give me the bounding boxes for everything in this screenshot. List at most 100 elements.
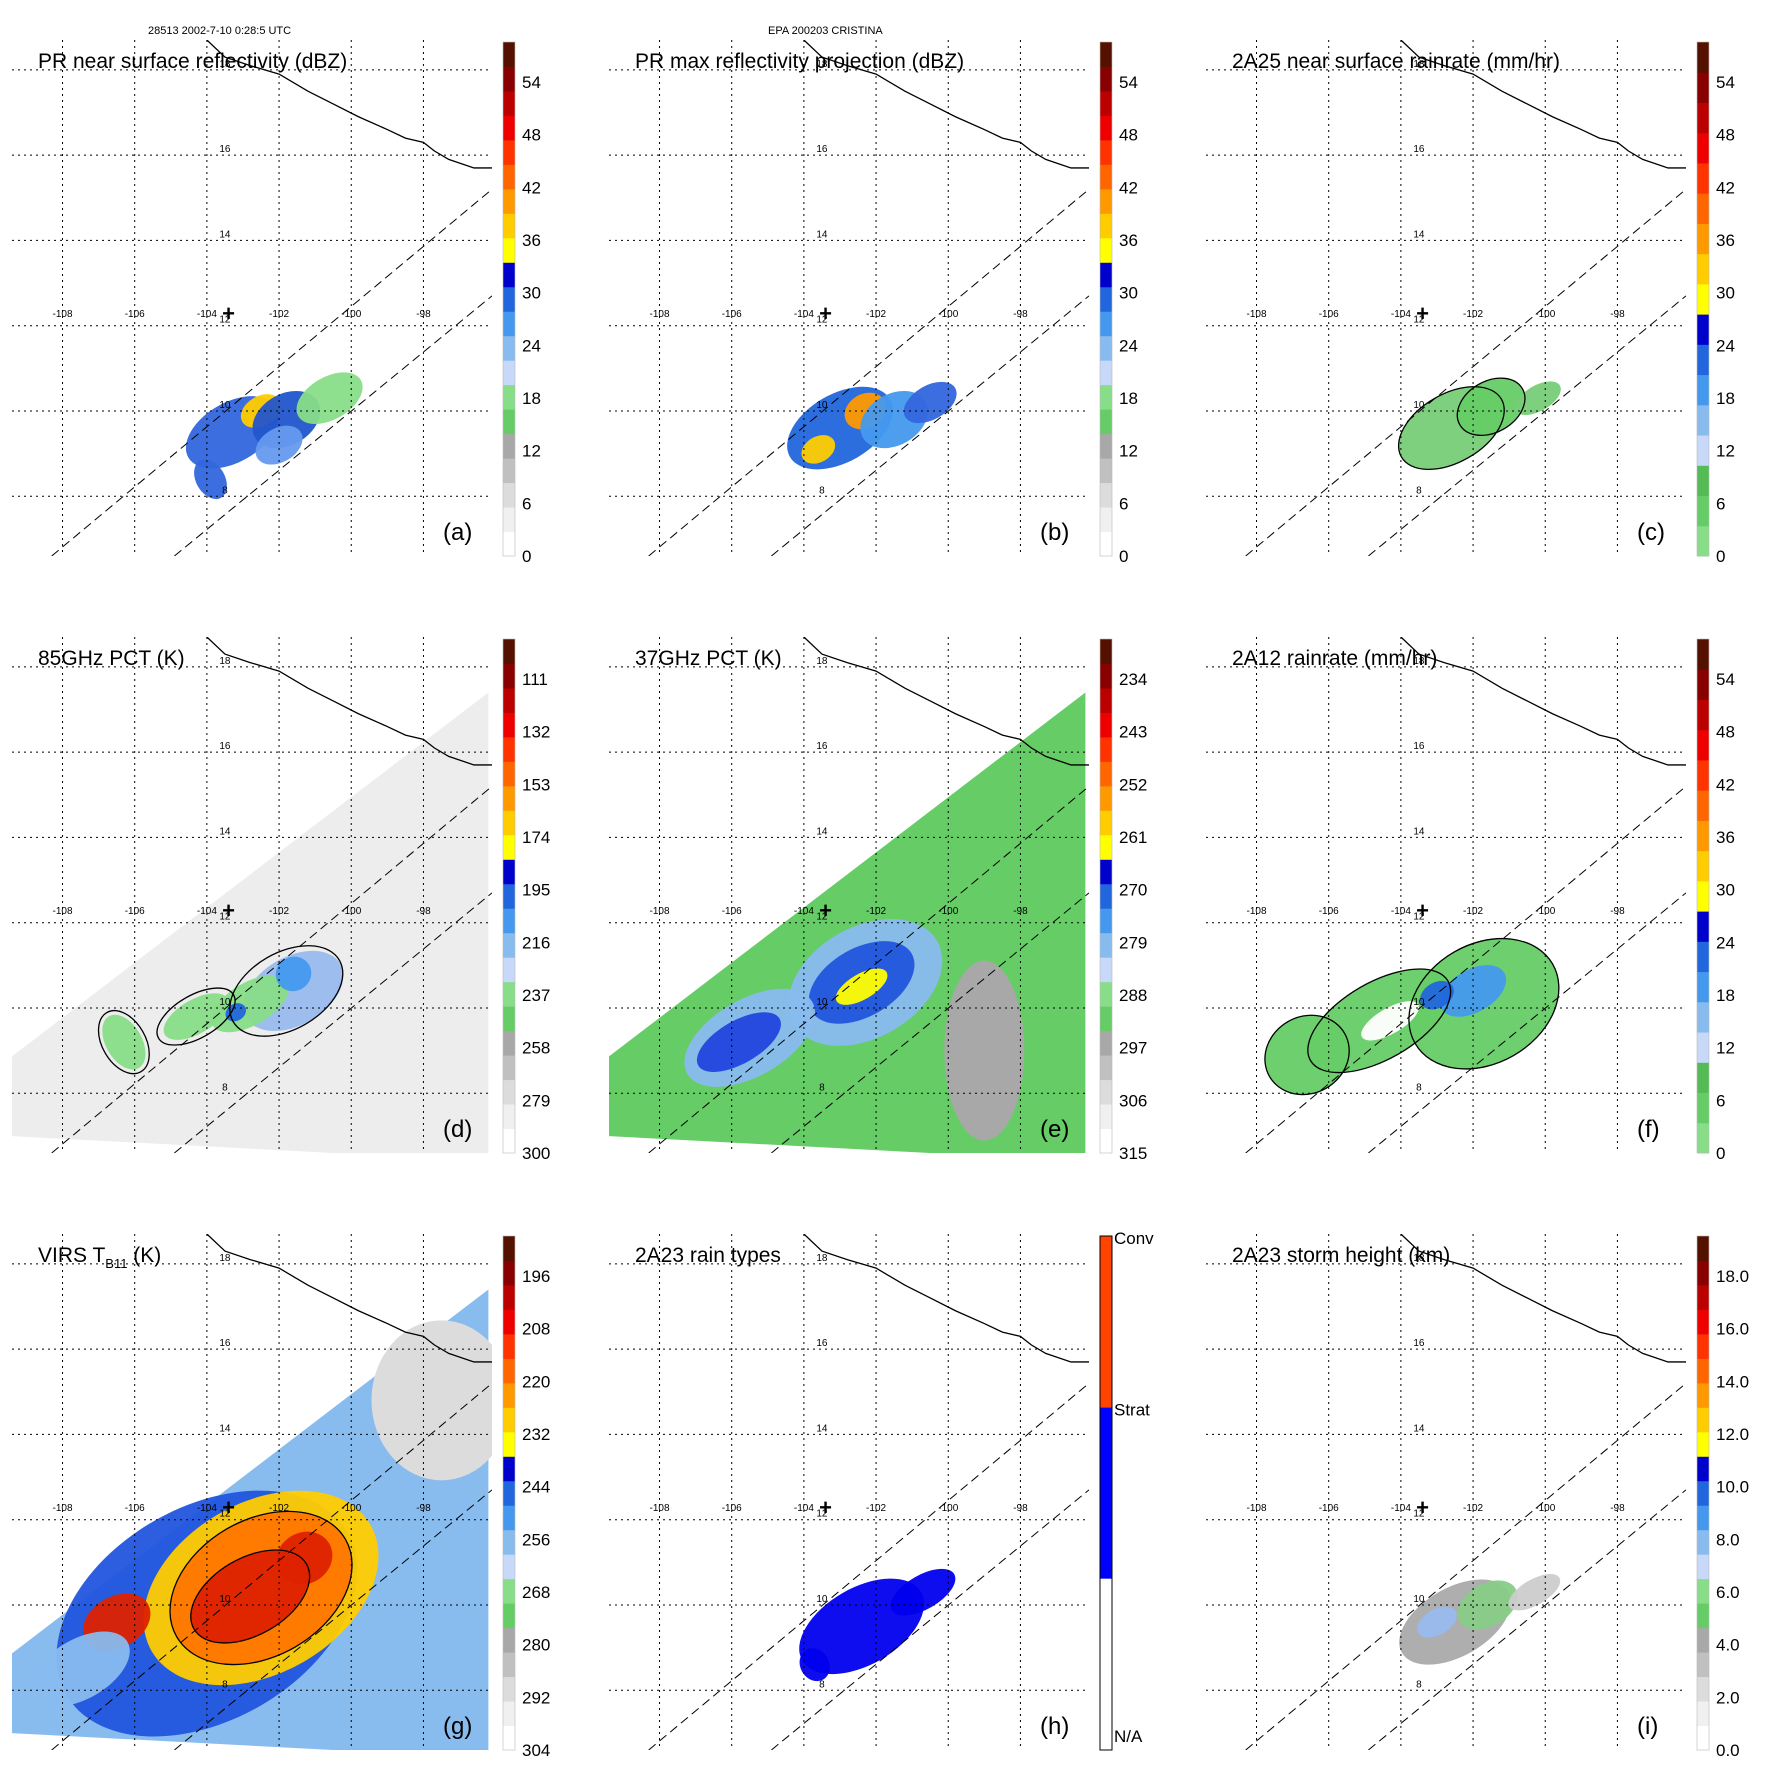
coastline	[1400, 637, 1686, 766]
panel-letter-label: (h)	[1040, 1713, 1069, 1740]
panel-title: 2A25 near surface rainrate (mm/hr)	[1232, 50, 1560, 73]
lon-tick-label: -102	[269, 1503, 289, 1514]
storm-center-marker: +	[222, 898, 235, 923]
colorbar-tick-label: 0	[1716, 1144, 1725, 1163]
colorbar-swatch	[503, 932, 515, 958]
contour-line	[1264, 1014, 1350, 1096]
lat-tick-label: 18	[816, 1253, 828, 1264]
colorbar-tick-label: 6	[1716, 1091, 1725, 1110]
lat-tick-label: 14	[816, 229, 828, 240]
colorbar-swatch	[503, 507, 515, 533]
storm-center-marker: +	[222, 301, 235, 326]
lat-tick-label: 14	[219, 1423, 231, 1434]
panel-letter-label: (c)	[1637, 519, 1665, 546]
lat-tick-label: 12	[1413, 315, 1425, 326]
colorbar-swatch	[1697, 1260, 1709, 1286]
panel-title-subscript: B11	[105, 1256, 127, 1271]
colorbar-swatch	[1100, 1236, 1112, 1408]
panel-title-text: 37GHz PCT (K)	[635, 647, 782, 670]
lon-tick-label: -106	[722, 309, 742, 320]
panel-title: 2A12 rainrate (mm/hr)	[1232, 647, 1437, 670]
colorbar-swatch	[1697, 820, 1709, 852]
colorbar-swatch	[1697, 1122, 1709, 1154]
storm-center-marker: +	[819, 898, 832, 923]
lon-tick-label: -108	[1247, 906, 1267, 917]
colorbar-swatch	[1100, 433, 1112, 459]
panel-title: PR max reflectivity projection (dBZ)	[635, 50, 964, 73]
lat-tick-label: 12	[816, 315, 828, 326]
colorbar: 0 6 12 18 24 30 36 42 48 54	[1696, 41, 1735, 566]
colorbar-swatch	[1697, 669, 1709, 700]
colorbar-swatch	[503, 908, 515, 934]
data-blob	[801, 435, 836, 464]
lat-tick-label: 18	[816, 59, 828, 70]
colorbar-tick-label: 18.0	[1716, 1267, 1749, 1286]
lat-tick-label: 14	[816, 1423, 828, 1434]
colorbar-tick-label: 18	[1716, 986, 1735, 1005]
colorbar-swatch	[1100, 834, 1112, 860]
colorbar-swatch	[503, 1128, 515, 1154]
colorbar-swatch	[503, 1701, 515, 1727]
lon-tick-label: -98	[1610, 1503, 1625, 1514]
data-blob	[275, 956, 312, 992]
colorbar-swatch	[1697, 42, 1709, 73]
lon-tick-label: -102	[866, 1503, 886, 1514]
colorbar-swatch	[1100, 1128, 1112, 1154]
colorbar-swatch	[1100, 115, 1112, 141]
lat-tick-label: 10	[816, 997, 828, 1008]
colorbar-swatch	[503, 66, 515, 92]
lon-tick-label: -102	[269, 309, 289, 320]
panel-plot-area: -108 -106 -104 -102 -100 -98 8 10 12 14 16 18 +	[12, 1234, 492, 1750]
colorbar-swatch	[1697, 283, 1709, 315]
lat-tick-label: 18	[219, 656, 231, 667]
lat-tick-label: 10	[816, 400, 828, 411]
coastline	[803, 1234, 1089, 1363]
lat-tick-label: 10	[1413, 400, 1425, 411]
colorbar-swatch	[1697, 253, 1709, 285]
storm-center-marker: +	[819, 301, 832, 326]
colorbar-swatch	[503, 164, 515, 190]
colorbar-tick-label: 42	[522, 178, 541, 197]
colorbar-swatch	[503, 115, 515, 141]
contour-line	[156, 987, 236, 1046]
colorbar-swatch	[1697, 1333, 1709, 1359]
colorbar-swatch	[503, 1030, 515, 1056]
colorbar-tick-label: 54	[1119, 73, 1138, 92]
warm-ocean-region	[944, 960, 1025, 1141]
colorbar-swatch	[1100, 1055, 1112, 1081]
lon-tick-label: -98	[1610, 309, 1625, 320]
data-blob	[1420, 980, 1454, 1010]
pr-swath-edge	[174, 1489, 492, 1750]
colorbar-swatch	[1697, 132, 1709, 164]
lon-tick-label: -108	[650, 309, 670, 320]
colorbar-swatch	[1100, 883, 1112, 909]
colorbar-tick-label: 174	[522, 828, 550, 847]
panel-plot-area: -108 -106 -104 -102 -100 -98 8 10 12 14 16 18 +	[12, 637, 492, 1153]
colorbar-swatch	[1100, 932, 1112, 958]
panel-title-text: PR near surface reflectivity (dBZ)	[38, 50, 347, 73]
colorbar-swatch	[1100, 531, 1112, 557]
lat-tick-label: 12	[816, 912, 828, 923]
lat-tick-label: 8	[819, 1679, 825, 1690]
colorbar-tick-label: 300	[522, 1144, 550, 1163]
lat-tick-label: 14	[1413, 826, 1425, 837]
colorbar-tick-label: 48	[522, 126, 541, 145]
colorbar-swatch	[503, 1382, 515, 1408]
panel-f: -108 -106 -104 -102 -100 -98 8 10 12 14 16 18 +2A12 …	[1206, 637, 1735, 1163]
pr-swath-edge	[1368, 1489, 1686, 1750]
colorbar-swatch	[503, 458, 515, 484]
panel-letter-label: (f)	[1637, 1116, 1660, 1143]
colorbar-tick-label: 30	[1119, 284, 1138, 303]
colorbar-swatch	[503, 761, 515, 787]
colorbar-frame	[1099, 638, 1113, 1154]
colorbar-tick-label: 24	[1716, 933, 1735, 952]
colorbar-frame	[1696, 1235, 1710, 1751]
lon-tick-label: -100	[938, 906, 958, 917]
lon-tick-label: -106	[722, 1503, 742, 1514]
colorbar-tick-label: 0	[1716, 547, 1725, 566]
colorbar-swatch	[1100, 981, 1112, 1007]
colorbar-tick-label: 4.0	[1716, 1636, 1740, 1655]
pr-swath-edge	[174, 892, 492, 1153]
lon-tick-label: -108	[1247, 1503, 1267, 1514]
pr-swath-edge	[771, 892, 1089, 1153]
